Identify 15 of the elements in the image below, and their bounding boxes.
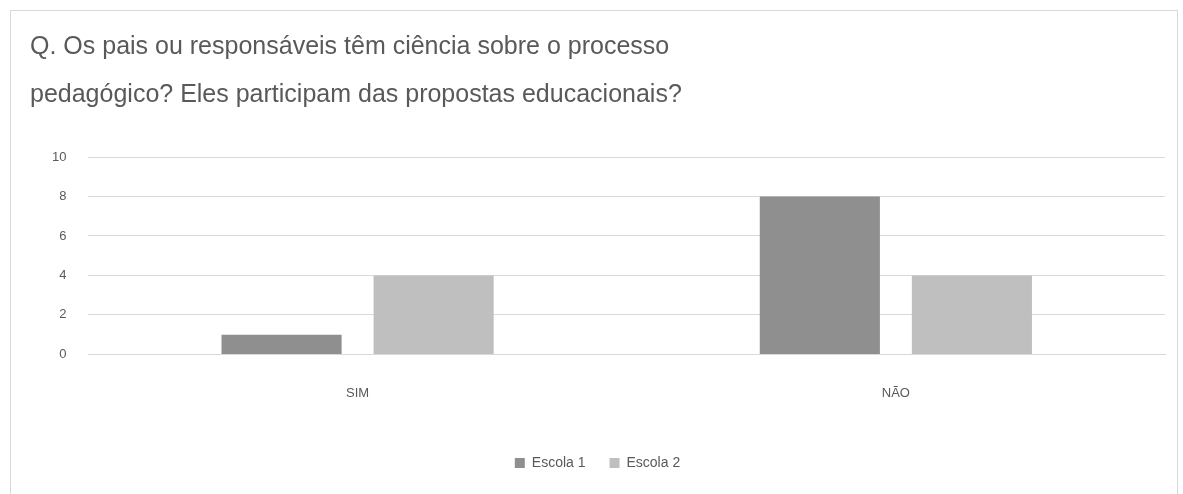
y-tick-label: 0: [59, 345, 67, 361]
bar: [221, 334, 342, 354]
y-tick-label: 4: [59, 267, 67, 283]
y-tick-label: 8: [59, 188, 67, 204]
bar: [759, 196, 880, 354]
x-tick-label: SIM: [346, 384, 370, 400]
legend-label: Escola 1: [531, 453, 586, 470]
y-tick-label: 10: [51, 148, 67, 164]
x-tick-label: NÃO: [881, 384, 910, 400]
chart-title: Q. Os pais ou responsáveis têm ciência sobre o processo pedagógico? Eles participam das propostas educacionais?: [30, 30, 683, 109]
y-tick-label: 2: [59, 306, 67, 322]
bar: [373, 275, 494, 354]
y-tick-label: 6: [59, 227, 67, 243]
legend-label: Escola 2: [626, 453, 681, 470]
bar: [911, 275, 1032, 354]
